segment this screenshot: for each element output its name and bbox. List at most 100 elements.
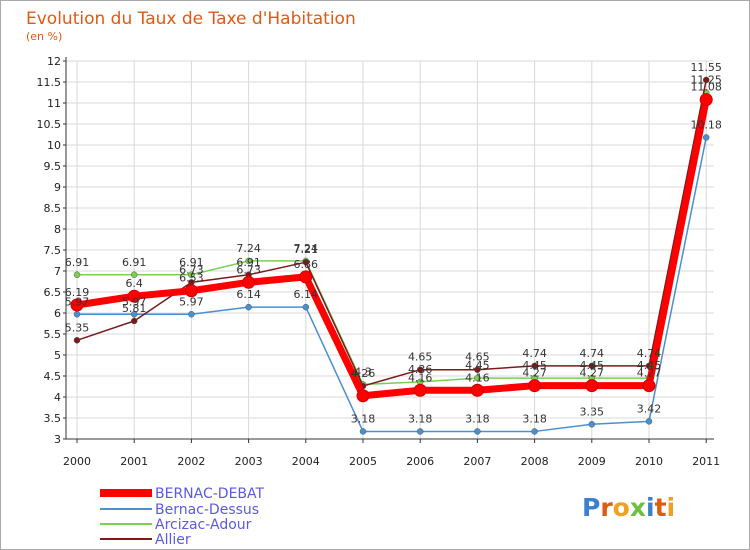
series-point (359, 428, 367, 435)
data-label: 6.14 (294, 288, 319, 301)
y-tick-label: 5.5 (44, 328, 62, 341)
data-label: 7.24 (236, 242, 261, 255)
series-line-2 (77, 92, 707, 386)
series-point (531, 428, 538, 435)
data-label: 11.55 (690, 61, 722, 74)
data-labels: 6.196.4 6.536.73 6.864.16 4.16 4.27 4.27 4.271… (65, 61, 722, 426)
y-tick-label: 7 (54, 265, 61, 278)
y-tick-label: 9.5 (44, 160, 62, 173)
data-label: 6.73 (236, 263, 261, 276)
data-label: 4.45 (522, 359, 547, 372)
series-line-1 (77, 137, 707, 433)
data-label: 11.08 (690, 81, 722, 94)
x-tick-label: 2010 (635, 455, 663, 468)
data-label: 4.45 (580, 359, 605, 372)
series-point (531, 362, 538, 370)
series-point (645, 418, 653, 425)
x-tick-label: 2001 (120, 455, 148, 468)
proxiti-logo: Proxiti (582, 493, 675, 522)
data-label: 6.73 (179, 263, 204, 276)
data-label: 4.45 (465, 359, 490, 372)
series-point (73, 271, 81, 279)
y-tick-label: 8 (54, 223, 61, 236)
series-point (184, 284, 198, 298)
series-point (188, 271, 195, 279)
x-tick-labels: 2000 2001 2002 2003 2004 2005 2006 2007 2008 2009… (63, 455, 720, 468)
series-point (73, 311, 81, 318)
y-tick-label: 6 (54, 307, 61, 320)
x-tick-label: 2006 (406, 455, 434, 468)
x-tick-label: 2011 (692, 455, 720, 468)
series-point (470, 383, 484, 397)
series-point (130, 317, 138, 325)
data-label: 6.53 (179, 272, 204, 285)
data-label: 6.86 (294, 258, 319, 271)
y-tick-labels: 3 3.5 4 4.5 5 5.5 6 6.5 7 7.5 8 8.5 9 9.5 10 10.5 11 11.5… (37, 55, 62, 446)
data-label: 3.18 (465, 412, 490, 425)
series-point (242, 275, 256, 289)
series-point (585, 379, 599, 393)
y-tick-label: 5 (54, 349, 61, 362)
series-point (245, 303, 252, 311)
x-tick-label: 2004 (292, 455, 320, 468)
x-tick-label: 2009 (578, 455, 606, 468)
axes (63, 57, 714, 443)
data-label: 4.16 (465, 371, 490, 384)
legend-label: Arcizac-Adour (155, 517, 252, 533)
data-label: 6.91 (179, 256, 204, 269)
x-tick-label: 2008 (521, 455, 549, 468)
data-label: 5.35 (65, 321, 90, 334)
data-label: 3.18 (408, 412, 433, 425)
legend: BERNAC-DEBATBernac-DessusArcizac-AdourAl… (100, 486, 265, 548)
chart-subtitle: (en %) (26, 30, 62, 43)
series-point (130, 311, 138, 318)
x-tick-label: 2002 (177, 455, 205, 468)
data-label: 4.45 (637, 359, 662, 372)
data-label: 4.74 (580, 347, 605, 360)
data-label: 6.4 (125, 277, 143, 290)
data-label: 7.21 (294, 243, 319, 256)
data-label: 3.42 (637, 402, 662, 415)
series-point (699, 93, 713, 107)
data-label: 4.27 (637, 367, 662, 380)
data-label: 4.27 (522, 367, 547, 380)
series-point (188, 311, 195, 318)
data-label: 4.16 (408, 371, 433, 384)
series-point (474, 428, 481, 435)
series-point (413, 383, 427, 397)
series-point (642, 379, 656, 393)
data-label: 3.35 (580, 405, 605, 418)
y-tick-label: 12 (47, 55, 61, 68)
data-label: 5.97 (65, 295, 90, 308)
legend-label: Bernac-Dessus (155, 502, 259, 518)
series-point (588, 362, 596, 370)
data-label: 3.18 (351, 412, 376, 425)
legend-label: BERNAC-DEBAT (155, 486, 265, 502)
data-label: 4.65 (408, 351, 433, 364)
series-point (73, 337, 81, 344)
data-label: 4.26 (351, 367, 376, 380)
y-tick-label: 10 (47, 139, 61, 152)
logo-letter: P (582, 493, 600, 522)
y-tick-label: 9 (54, 181, 61, 194)
y-tick-label: 3 (54, 433, 61, 446)
series-point (356, 389, 370, 403)
logo-letter: t (655, 493, 667, 522)
y-tick-label: 4.5 (44, 370, 62, 383)
series-point (588, 421, 596, 428)
series-point (127, 289, 141, 303)
series-line-0 (76, 98, 710, 400)
logo-letter: r (600, 493, 613, 522)
series-point (416, 428, 424, 435)
data-label: 4.36 (408, 363, 433, 376)
logo-letter: x (630, 493, 646, 522)
series-point (130, 271, 138, 279)
data-label: 4.3 (354, 365, 372, 378)
y-tick-label: 6.5 (44, 286, 62, 299)
data-label: 10.18 (690, 118, 722, 131)
series-point (302, 258, 310, 266)
y-tick-label: 11 (47, 97, 61, 110)
data-label: 6.91 (236, 256, 261, 269)
